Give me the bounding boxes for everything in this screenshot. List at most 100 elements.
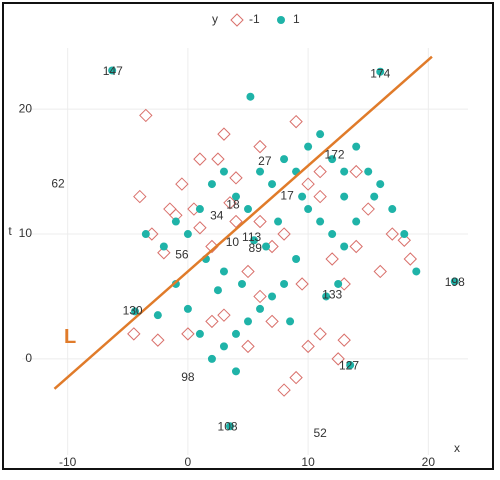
point-label: 127 (339, 359, 359, 373)
point (352, 142, 361, 151)
point (205, 314, 219, 329)
legend-label: 1 (293, 12, 300, 26)
point (219, 167, 228, 176)
point (349, 239, 363, 254)
point-label: 133 (322, 287, 342, 301)
point (313, 327, 327, 341)
y-tick-label: 0 (25, 351, 32, 365)
fit-line (53, 55, 433, 390)
point (316, 217, 325, 226)
point (217, 308, 231, 322)
point (219, 342, 228, 351)
point (219, 267, 228, 276)
point (183, 230, 192, 239)
frame (2, 2, 494, 470)
point (127, 327, 141, 341)
point-label: 147 (103, 64, 123, 78)
point (175, 177, 189, 191)
point (280, 279, 289, 288)
legend-label: -1 (249, 12, 260, 26)
point-label: 17 (280, 189, 294, 203)
point (304, 205, 313, 214)
point (171, 217, 180, 226)
x-tick-label: 0 (185, 455, 192, 469)
point-label: 62 (51, 176, 65, 190)
point (346, 361, 355, 370)
point (334, 279, 343, 288)
point (298, 192, 307, 201)
point (340, 167, 349, 176)
point (370, 192, 379, 201)
point (225, 422, 234, 431)
point (244, 317, 253, 326)
point-label: 34 (210, 209, 224, 223)
point (141, 230, 150, 239)
point (361, 202, 375, 216)
point (244, 205, 253, 214)
point (157, 246, 171, 260)
point (331, 352, 345, 366)
legend-marker (277, 16, 285, 24)
y-tick-label: 20 (19, 101, 33, 115)
point (304, 142, 313, 151)
point-label: 52 (313, 426, 327, 440)
point (328, 155, 337, 164)
point (229, 171, 243, 185)
point (301, 177, 315, 191)
y-tick-label: 10 (19, 226, 33, 240)
point (352, 217, 361, 226)
point (292, 254, 301, 263)
point (253, 289, 267, 304)
point (265, 314, 279, 329)
point (295, 277, 309, 291)
point (253, 214, 267, 229)
point (131, 307, 140, 316)
point-label: 108 (218, 420, 238, 434)
point (159, 242, 168, 251)
point (316, 130, 325, 139)
point-label: 130 (123, 304, 143, 318)
point (223, 196, 237, 210)
point-label: 89 (249, 241, 263, 255)
point (325, 252, 339, 266)
point (376, 67, 385, 76)
point (268, 180, 277, 189)
point (195, 329, 204, 338)
point-label: 198 (445, 275, 465, 289)
point (207, 354, 216, 363)
point-label: 56 (175, 247, 189, 261)
point (385, 227, 399, 241)
point (289, 114, 303, 129)
point (181, 327, 195, 341)
point-label: 172 (325, 148, 345, 162)
point (153, 311, 162, 320)
x-tick-label: 10 (301, 455, 315, 469)
legend-title: y (212, 12, 218, 26)
point (246, 92, 255, 101)
point (256, 167, 265, 176)
point (289, 370, 303, 385)
point (340, 242, 349, 251)
point (211, 152, 225, 166)
point-label: 113 (242, 230, 261, 244)
point (213, 286, 222, 295)
point (397, 233, 411, 247)
point (195, 205, 204, 214)
point (231, 367, 240, 376)
point (388, 205, 397, 214)
point (403, 252, 418, 266)
point-label: 10 (226, 235, 240, 249)
point (313, 189, 327, 204)
point (286, 317, 295, 326)
point (139, 108, 153, 123)
point-label: 18 (226, 197, 240, 211)
point (217, 127, 231, 141)
point (193, 221, 207, 235)
point (277, 383, 291, 397)
point (262, 242, 271, 251)
point (253, 139, 267, 154)
point (349, 164, 363, 179)
point (151, 333, 165, 347)
point (171, 279, 180, 288)
point (301, 339, 315, 354)
